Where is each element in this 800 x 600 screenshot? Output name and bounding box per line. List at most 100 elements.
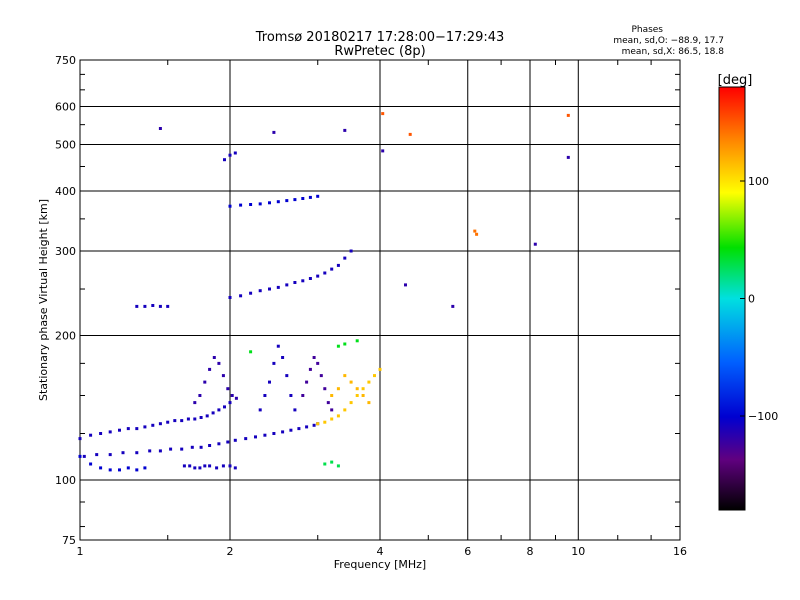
data-point-11 <box>208 444 212 447</box>
data-point-64 <box>193 401 197 405</box>
data-point-110 <box>135 304 139 308</box>
data-point-18 <box>272 432 276 435</box>
data-point-34 <box>158 422 162 426</box>
data-point-59 <box>208 464 212 468</box>
data-point-136 <box>276 200 280 204</box>
stats-o-line: mean, sd,O: −88.9, 17.7 <box>613 36 724 46</box>
data-point-161 <box>355 339 359 343</box>
data-point-162 <box>323 462 327 466</box>
y-tick-label-7: 750 <box>55 54 76 67</box>
data-point-116 <box>239 294 243 298</box>
data-point-69 <box>217 361 221 365</box>
data-point-43 <box>217 408 221 412</box>
data-point-157 <box>451 304 455 308</box>
data-point-23 <box>312 423 316 427</box>
data-point-93 <box>323 420 327 424</box>
data-point-127 <box>330 267 334 271</box>
data-point-82 <box>293 408 297 412</box>
data-point-50 <box>118 468 121 472</box>
y-tick-label-6: 600 <box>55 101 76 114</box>
data-point-8 <box>180 447 184 451</box>
data-point-1 <box>95 453 99 457</box>
data-point-99 <box>361 387 365 391</box>
data-point-81 <box>289 394 293 397</box>
data-point-114 <box>166 304 170 308</box>
data-point-36 <box>173 419 177 423</box>
data-point-124 <box>308 277 312 280</box>
data-point-143 <box>228 153 232 157</box>
data-point-5 <box>148 449 152 453</box>
x-tick-label-5: 10 <box>571 545 585 558</box>
data-point-21 <box>297 427 301 431</box>
y-tick-label-1: 100 <box>55 474 76 487</box>
x-tick-label-0: 1 <box>77 545 84 558</box>
data-point-79 <box>281 356 285 359</box>
data-point-22 <box>305 425 309 429</box>
data-point-14 <box>233 438 237 442</box>
data-point-148 <box>381 149 385 153</box>
data-point-52 <box>135 468 139 472</box>
data-point-87 <box>316 361 320 365</box>
data-point-102 <box>378 367 382 371</box>
data-point-48 <box>99 466 103 470</box>
data-point-89 <box>323 387 327 391</box>
data-point-12 <box>217 442 221 446</box>
data-point-56 <box>193 466 197 470</box>
data-point-58 <box>203 464 207 468</box>
y-tick-label-2: 200 <box>55 330 76 343</box>
data-point-94 <box>330 417 334 421</box>
data-point-154 <box>475 232 479 236</box>
data-point-70 <box>221 374 225 378</box>
data-point-133 <box>249 203 253 206</box>
data-point-158 <box>249 350 253 354</box>
data-point-54 <box>182 464 186 468</box>
data-point-141 <box>316 194 320 198</box>
data-point-27 <box>99 432 103 435</box>
data-point-100 <box>367 380 371 384</box>
x-tick-label-6: 16 <box>673 545 687 558</box>
data-point-28 <box>108 430 112 434</box>
data-point-108 <box>361 394 365 397</box>
data-point-31 <box>135 427 139 431</box>
x-tick-label-2: 4 <box>377 545 384 558</box>
data-point-119 <box>268 287 271 291</box>
data-point-4 <box>135 451 139 455</box>
data-point-113 <box>158 304 162 308</box>
data-point-163 <box>330 460 334 464</box>
data-point-142 <box>223 158 226 162</box>
data-point-153 <box>473 229 477 233</box>
data-point-139 <box>301 197 305 200</box>
data-point-123 <box>301 279 305 283</box>
data-point-32 <box>143 425 147 429</box>
data-point-137 <box>285 199 289 203</box>
data-point-117 <box>249 291 253 295</box>
data-point-90 <box>326 401 330 405</box>
data-point-45 <box>228 401 232 405</box>
data-point-152 <box>566 113 570 117</box>
data-point-132 <box>239 203 243 207</box>
colorbar-tick-label-1: 0 <box>748 293 755 306</box>
data-point-105 <box>343 374 347 378</box>
data-point-98 <box>355 394 359 397</box>
data-point-75 <box>263 394 267 397</box>
data-point-96 <box>343 408 347 412</box>
data-point-135 <box>268 201 271 205</box>
stats-heading: Phases <box>631 25 663 35</box>
data-point-140 <box>308 195 312 199</box>
data-point-106 <box>349 380 353 384</box>
data-point-88 <box>319 374 323 378</box>
data-point-145 <box>158 127 162 130</box>
data-point-60 <box>215 466 219 470</box>
data-point-109 <box>367 401 371 405</box>
data-point-118 <box>258 289 262 293</box>
data-point-67 <box>208 367 212 371</box>
y-tick-label-0: 75 <box>62 534 76 547</box>
data-point-103 <box>330 394 334 397</box>
data-point-39 <box>193 417 197 421</box>
data-point-128 <box>336 263 340 267</box>
data-point-19 <box>281 430 285 434</box>
data-point-121 <box>285 283 289 287</box>
data-point-86 <box>312 356 316 359</box>
data-point-150 <box>381 112 385 116</box>
